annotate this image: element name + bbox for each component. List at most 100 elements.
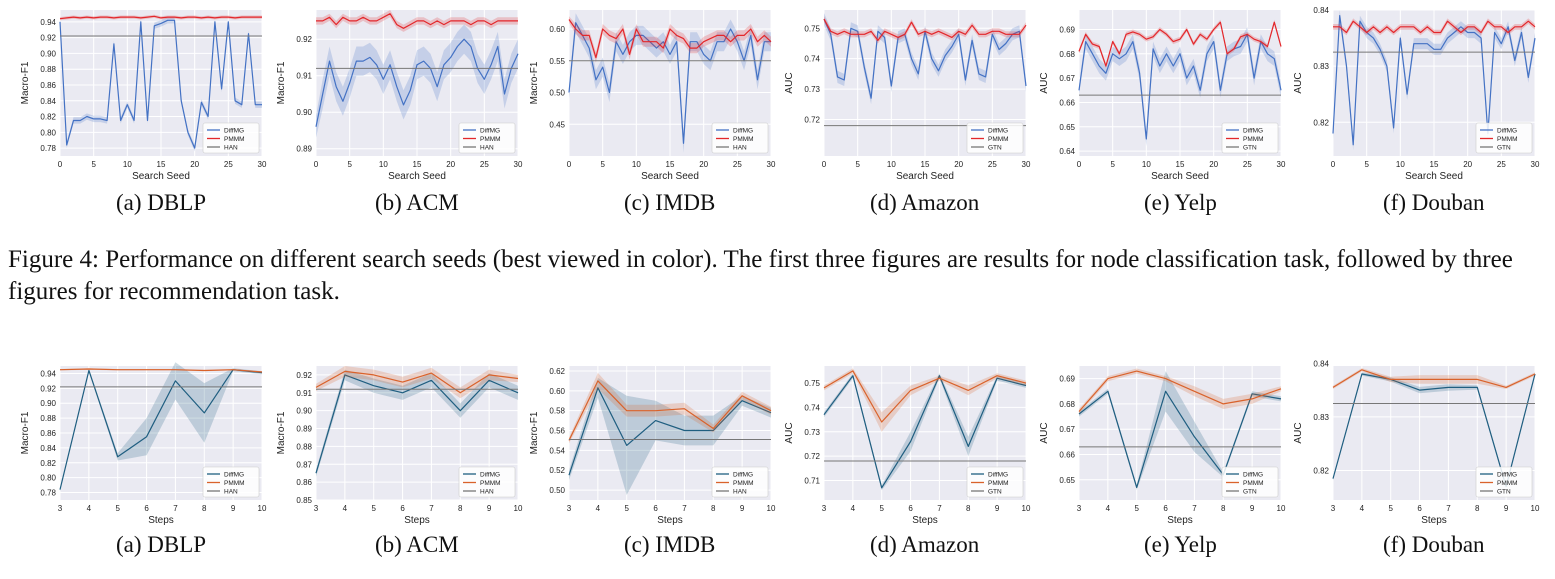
y-tick-label: 0.89 [296, 425, 312, 434]
series-pmmm-line [823, 18, 1027, 41]
x-tick-label: 15 [1176, 160, 1185, 169]
x-tick-label: 30 [767, 160, 776, 169]
x-tick-label: 5 [371, 504, 376, 513]
series-diffmg-band [60, 362, 262, 492]
legend-label-pmmm: PMMM [1243, 136, 1264, 143]
legend-label-han: HAN [224, 144, 238, 151]
y-tick-label: 0.85 [296, 496, 312, 505]
x-tick-label: 10 [1277, 504, 1286, 513]
series-pmmm-line [1333, 20, 1536, 34]
figure-seed-row: 0.78 0.80 0.82 0.84 0.86 0.88 0.90 0.92 0.94 0 5 10… [0, 4, 1555, 215]
x-tick-label: 6 [400, 504, 405, 513]
subfigure-caption: (d) Amazon [870, 190, 980, 215]
legend-label-diffmg: DiffMG [224, 471, 244, 478]
y-tick-label: 0.69 [1059, 25, 1075, 34]
x-axis-label: Search Seed [388, 171, 446, 182]
x-tick-label: 5 [115, 504, 120, 513]
chart-steps-5: 0.65 0.66 0.67 0.68 0.69 3 4 5 6 7 8 9 10 Steps AUC Dif… [1039, 366, 1286, 526]
subfigure-caption: (e) Yelp [1144, 532, 1217, 557]
legend-label-pmmm: PMMM [1497, 136, 1518, 143]
x-tick-label: 25 [988, 160, 997, 169]
y-tick-label: 0.90 [40, 399, 56, 408]
y-tick-label: 0.92 [40, 34, 56, 43]
legend-label-pmmm: PMMM [224, 480, 245, 487]
subfigure-caption: (f) Douban [1383, 190, 1485, 215]
chart-steps-4: 0.71 0.72 0.73 0.74 0.75 3 4 5 6 7 8 9 10 Steps AUC Dif… [784, 366, 1031, 526]
legend-label-diffmg: DiffMG [1243, 471, 1263, 478]
chart-seed-1: 0.78 0.80 0.82 0.84 0.86 0.88 0.90 0.92 0.94 0 5 10… [20, 10, 267, 182]
y-tick-label: 0.91 [296, 389, 312, 398]
series-diffmg-band [569, 377, 771, 495]
x-tick-label: 9 [1504, 504, 1509, 513]
x-tick-label: 15 [413, 160, 422, 169]
legend-label-gtn: GTN [1497, 144, 1511, 151]
x-tick-label: 6 [1417, 504, 1422, 513]
figure-steps-row: 0.78 0.80 0.82 0.84 0.86 0.88 0.90 0.92 0.94 3 4 5 6… [0, 360, 1555, 557]
y-axis-label: AUC [1293, 72, 1304, 93]
series-diffmg-band [316, 24, 518, 138]
y-tick-label: 0.86 [40, 81, 56, 90]
series-diffmg-line [315, 38, 519, 127]
y-tick-label: 0.72 [804, 452, 820, 461]
x-tick-label: 10 [1142, 160, 1151, 169]
x-tick-label: 5 [91, 160, 96, 169]
y-tick-label: 0.80 [40, 474, 56, 483]
subfigure-caption: (f) Douban [1383, 532, 1485, 557]
x-tick-label: 4 [1106, 504, 1111, 513]
figure-caption: Figure 4: Performance on different searc… [8, 246, 1513, 305]
series-pmmm-band [1079, 19, 1281, 69]
y-tick-label: 0.62 [549, 367, 565, 376]
chart-seed-5: 0.64 0.65 0.66 0.67 0.68 0.69 0 5 10 15 20 25 30 Sear… [1039, 10, 1286, 182]
series-pmmm-band [569, 372, 771, 444]
x-tick-label: 10 [767, 504, 776, 513]
legend-label-han: HAN [480, 488, 494, 495]
x-tick-label: 9 [231, 504, 236, 513]
y-tick-label: 0.83 [1313, 62, 1329, 71]
y-axis-label: Macro-F1 [276, 61, 287, 104]
subfigure-caption: (b) ACM [375, 532, 459, 557]
x-tick-label: 30 [1277, 160, 1286, 169]
chart-steps-2: 0.85 0.86 0.87 0.88 0.89 0.90 0.91 0.92 3 4 5 6 7 8 9 1… [276, 366, 523, 526]
x-tick-label: 10 [258, 504, 267, 513]
series-diffmg-line [823, 375, 1027, 489]
x-tick-label: 5 [600, 160, 605, 169]
x-tick-label: 8 [966, 504, 971, 513]
y-tick-label: 0.82 [1313, 118, 1329, 127]
y-axis-label: Macro-F1 [276, 411, 287, 454]
series-pmmm-band [1333, 368, 1535, 389]
y-tick-label: 0.45 [549, 120, 565, 129]
x-tick-label: 30 [514, 160, 523, 169]
x-tick-label: 30 [1022, 160, 1031, 169]
x-axis-label: Search Seed [641, 171, 699, 182]
x-tick-label: 7 [682, 504, 687, 513]
chart-seed-4: 0.72 0.73 0.74 0.75 0 5 10 15 20 25 30 Search Seed A… [784, 10, 1031, 182]
x-tick-label: 5 [624, 504, 629, 513]
x-axis-label: Steps [1421, 515, 1447, 526]
y-tick-label: 0.74 [804, 403, 820, 412]
y-tick-label: 0.90 [296, 108, 312, 117]
y-tick-label: 0.78 [40, 489, 56, 498]
series-diffmg-line [315, 374, 519, 474]
series-pmmm-line [823, 370, 1027, 423]
y-tick-label: 0.88 [40, 65, 56, 74]
x-tick-label: 5 [1388, 504, 1393, 513]
x-tick-label: 0 [1331, 160, 1336, 169]
x-tick-label: 20 [699, 160, 708, 169]
y-tick-label: 0.56 [549, 427, 565, 436]
legend-label-pmmm: PMMM [988, 136, 1009, 143]
x-tick-label: 20 [1209, 160, 1218, 169]
legend-label-gtn: GTN [1243, 488, 1257, 495]
y-tick-label: 0.78 [40, 144, 56, 153]
x-tick-label: 7 [1192, 504, 1197, 513]
legend-label-han: HAN [224, 488, 238, 495]
legend-label-gtn: GTN [1243, 144, 1257, 151]
y-tick-label: 0.72 [804, 116, 820, 125]
series-diffmg-band [1079, 27, 1281, 147]
legend-label-diffmg: DiffMG [988, 471, 1008, 478]
chart-steps-1: 0.78 0.80 0.82 0.84 0.86 0.88 0.90 0.92 0.94 3 4 5 6… [20, 362, 267, 526]
y-tick-label: 0.86 [296, 478, 312, 487]
y-axis-label: Macro-F1 [529, 411, 540, 454]
x-tick-label: 6 [653, 504, 658, 513]
x-axis-label: Search Seed [896, 171, 954, 182]
legend-label-pmmm: PMMM [480, 136, 501, 143]
